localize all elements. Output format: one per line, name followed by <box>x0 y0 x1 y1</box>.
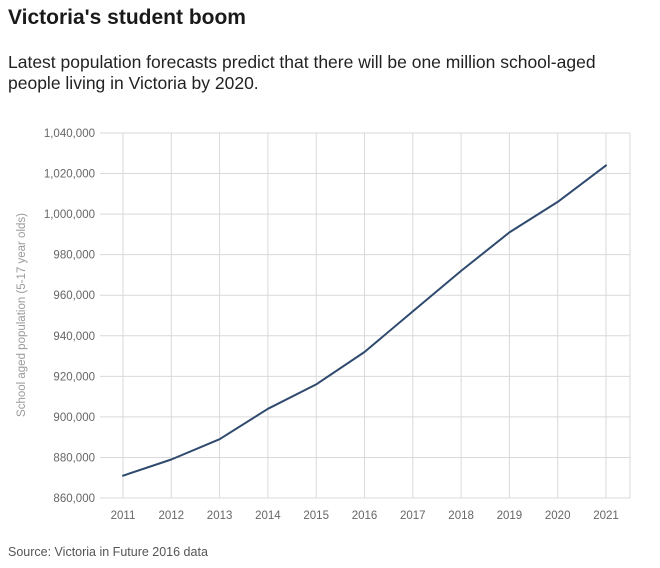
x-tick-label: 2019 <box>497 510 523 522</box>
x-tick-label: 2014 <box>255 510 281 522</box>
y-tick-label: 960,000 <box>53 290 95 302</box>
x-tick-label: 2020 <box>545 510 571 522</box>
source-note: Source: Victoria in Future 2016 data <box>8 545 208 559</box>
y-axis-ticks: 860,000 880,000 900,000 920,000 940,000 960,0… <box>44 128 95 505</box>
y-tick-label: 880,000 <box>53 452 95 464</box>
chart-subtitle: Latest population forecasts predict that… <box>8 52 596 93</box>
x-tick-label: 2021 <box>593 510 619 522</box>
y-tick-label: 1,040,000 <box>44 128 95 140</box>
x-tick-label: 2017 <box>400 510 426 522</box>
x-axis-ticks: 2011 2012 2013 2014 2015 2016 2017 2018 2019 2020… <box>111 510 619 522</box>
y-tick-label: 920,000 <box>53 371 95 383</box>
y-tick-label: 900,000 <box>53 412 95 424</box>
chart-title: Victoria's student boom <box>8 6 246 29</box>
series-line <box>122 164 607 477</box>
series-layer <box>122 164 607 477</box>
x-tick-label: 2012 <box>159 510 185 522</box>
y-tick-label: 860,000 <box>53 493 95 505</box>
x-tick-label: 2016 <box>352 510 378 522</box>
y-tick-label: 940,000 <box>53 331 95 343</box>
y-tick-label: 980,000 <box>53 250 95 262</box>
x-tick-label: 2015 <box>303 510 329 522</box>
y-tick-label: 1,020,000 <box>44 169 95 181</box>
y-axis-title: School aged population (5-17 year olds) <box>16 213 28 417</box>
y-tick-label: 1,000,000 <box>44 209 95 221</box>
grid-layer <box>100 132 631 499</box>
x-tick-label: 2018 <box>448 510 474 522</box>
x-tick-label: 2011 <box>111 510 136 522</box>
x-tick-label: 2013 <box>207 510 233 522</box>
